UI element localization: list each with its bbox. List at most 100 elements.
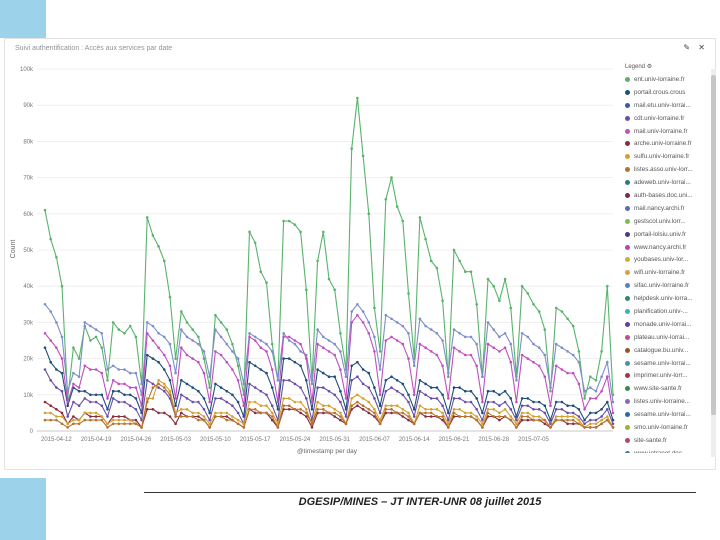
data-point (600, 408, 603, 411)
legend-item[interactable]: www.nancy.archi.fr (625, 241, 707, 254)
data-point (117, 368, 121, 371)
legend-item[interactable]: listes.univ-lorraine... (625, 395, 707, 408)
legend-item[interactable]: adeweb.univ-lorrai... (625, 176, 707, 189)
legend-dot-icon (625, 412, 630, 418)
data-point (532, 415, 535, 418)
legend-item[interactable]: ent.univ-lorraine.fr (625, 73, 707, 86)
data-point (322, 404, 325, 408)
scroll-thumb[interactable] (711, 75, 716, 415)
data-point (89, 400, 92, 404)
data-point (299, 230, 302, 234)
legend-item[interactable]: sifac.univ-lorraine.fr (625, 279, 707, 292)
legend-item[interactable]: mail.univ-lorraine.fr (625, 125, 707, 138)
data-point (356, 400, 359, 404)
data-point (208, 400, 211, 404)
data-point (202, 350, 206, 353)
data-point (265, 371, 268, 375)
legend-item[interactable]: catalogue.bu.univ... (625, 344, 707, 357)
data-point (373, 306, 376, 310)
legend-item[interactable]: sulfu.univ-lorraine.fr (625, 150, 707, 163)
data-point (509, 397, 513, 400)
legend-item[interactable]: sesame.univ-lorrai... (625, 408, 707, 421)
data-point (475, 303, 479, 306)
data-point (441, 364, 444, 368)
x-tick-label: 2015-06-14 (399, 437, 430, 443)
legend-item[interactable]: portail.crous.crous (625, 86, 707, 99)
legend-title[interactable]: Legend ⚙ (625, 64, 653, 70)
data-point (492, 328, 496, 331)
data-point (452, 328, 456, 331)
data-point (49, 237, 52, 241)
data-point (248, 382, 251, 386)
panel-title: Suivi authentification : Accès aux servi… (15, 45, 173, 52)
data-point (515, 422, 518, 426)
data-point (469, 400, 473, 404)
legend-item[interactable]: auth-bases.doc.uni... (625, 189, 707, 202)
data-point (180, 346, 183, 350)
data-point (219, 335, 223, 339)
data-point (134, 397, 138, 400)
legend-item[interactable]: gestscol.univ.lorr... (625, 215, 707, 228)
data-point (543, 375, 547, 379)
legend-item[interactable]: arche.univ-lorraine.fr (625, 137, 707, 150)
legend-item[interactable]: www.intranet.doc... (625, 447, 707, 453)
data-point (509, 415, 513, 418)
data-point (55, 321, 58, 324)
data-point (94, 418, 98, 422)
data-point (577, 382, 581, 386)
data-point (299, 386, 302, 389)
data-point (452, 248, 456, 252)
series-4 (43, 313, 615, 415)
data-point (571, 324, 575, 328)
legend-item[interactable]: site-sante.fr (625, 434, 707, 447)
data-point (458, 397, 461, 400)
data-point (248, 400, 251, 404)
legend-item[interactable]: planification.univ-... (625, 305, 707, 318)
legend-label: sifac.univ-lorraine.fr (634, 282, 689, 290)
data-point (441, 393, 444, 397)
legend-item[interactable]: mail.nancy.archi.fr (625, 202, 707, 215)
data-point (83, 389, 87, 393)
legend-item[interactable]: imprimer.univ-lorr... (625, 369, 707, 382)
legend-item[interactable]: cdt.univ-lorraine.fr (625, 112, 707, 125)
data-point (566, 317, 569, 321)
data-point (55, 408, 58, 411)
legend-item[interactable]: sesame.univ-lorrai... (625, 357, 707, 370)
data-point (157, 332, 160, 335)
legend-item[interactable]: monade.univ-lorrai... (625, 318, 707, 331)
data-point (248, 230, 251, 234)
data-point (577, 360, 581, 364)
pencil-icon[interactable]: ✎ (683, 43, 691, 52)
legend-item[interactable]: wifi.univ-lorraine.fr (625, 266, 707, 279)
legend-item[interactable]: youbases.univ-lor... (625, 253, 707, 266)
close-icon[interactable]: ✕ (698, 43, 705, 52)
legend-item[interactable]: plateau.univ-lorrai... (625, 331, 707, 344)
data-point (106, 426, 109, 429)
data-point (117, 400, 121, 404)
data-point (503, 389, 507, 393)
data-point (305, 411, 308, 415)
data-point (566, 418, 569, 422)
data-point (390, 335, 393, 339)
data-point (526, 415, 530, 418)
legend-item[interactable]: portail-lolsiu.univ.fr (625, 228, 707, 241)
data-point (606, 375, 609, 379)
series-lines (43, 96, 615, 429)
data-point (571, 418, 575, 422)
data-point (242, 382, 246, 386)
data-point (208, 386, 211, 389)
legend-item[interactable]: listes.asso.univ-lorr... (625, 163, 707, 176)
data-point (452, 346, 456, 350)
data-point (43, 332, 47, 335)
data-point (356, 303, 359, 306)
data-point (305, 379, 308, 382)
legend-item[interactable]: helpdesk.univ-lorra... (625, 292, 707, 305)
data-point (429, 408, 433, 411)
data-point (606, 418, 609, 422)
legend-item[interactable]: www.site-sante.fr (625, 382, 707, 395)
data-point (537, 400, 541, 404)
legend-item[interactable]: mail.etu.univ-lorrai... (625, 99, 707, 112)
legend-scrollbar[interactable] (711, 69, 716, 457)
legend-item[interactable]: smo.univ-lorraine.fr (625, 421, 707, 434)
data-point (214, 415, 217, 418)
